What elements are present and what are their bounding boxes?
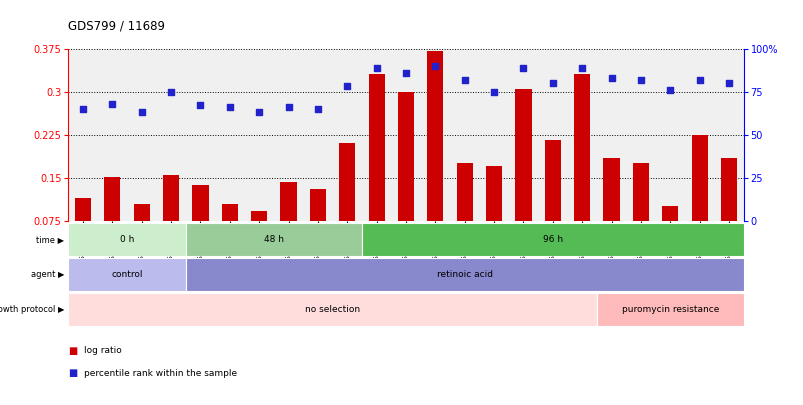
Bar xyxy=(68,223,185,256)
Text: percentile rank within the sample: percentile rank within the sample xyxy=(84,369,237,377)
Text: control: control xyxy=(111,270,143,279)
Bar xyxy=(720,158,736,221)
Point xyxy=(165,88,177,95)
Bar xyxy=(544,141,560,221)
Bar xyxy=(361,223,743,256)
Point xyxy=(369,64,382,71)
Bar xyxy=(68,293,596,326)
Bar xyxy=(515,89,531,221)
Point xyxy=(282,104,295,111)
Bar xyxy=(426,51,443,221)
Point xyxy=(311,106,324,112)
Text: growth protocol ▶: growth protocol ▶ xyxy=(0,305,64,314)
Text: no selection: no selection xyxy=(304,305,360,314)
Text: time ▶: time ▶ xyxy=(36,235,64,244)
Point xyxy=(76,106,89,112)
Bar xyxy=(603,158,619,221)
Point xyxy=(399,70,412,76)
Text: agent ▶: agent ▶ xyxy=(31,270,64,279)
Bar xyxy=(192,185,208,221)
Text: 0 h: 0 h xyxy=(120,235,134,244)
Point xyxy=(252,109,265,115)
Bar xyxy=(133,203,149,221)
Bar xyxy=(662,207,678,221)
Bar xyxy=(104,177,120,221)
Bar xyxy=(339,143,355,221)
Text: 96 h: 96 h xyxy=(542,235,562,244)
Text: GDS799 / 11689: GDS799 / 11689 xyxy=(68,19,165,32)
Bar xyxy=(486,166,502,221)
Point xyxy=(487,88,500,95)
Bar xyxy=(68,258,185,291)
Text: ■: ■ xyxy=(68,368,78,378)
Bar xyxy=(456,163,472,221)
Bar xyxy=(368,75,385,221)
Bar xyxy=(397,92,414,221)
Text: puromycin resistance: puromycin resistance xyxy=(621,305,718,314)
Point xyxy=(516,64,529,71)
Text: ■: ■ xyxy=(68,346,78,356)
Point xyxy=(546,80,559,86)
Point xyxy=(135,109,148,115)
Bar xyxy=(75,198,91,221)
Point xyxy=(575,64,588,71)
Point xyxy=(692,76,705,83)
Bar xyxy=(573,75,589,221)
Point xyxy=(722,80,735,86)
Point xyxy=(458,76,471,83)
Bar xyxy=(163,175,179,221)
Bar xyxy=(691,134,707,221)
Text: 48 h: 48 h xyxy=(263,235,283,244)
Point xyxy=(340,83,353,90)
Point xyxy=(634,76,646,83)
Bar xyxy=(222,203,238,221)
Bar xyxy=(596,293,743,326)
Point xyxy=(106,100,119,107)
Bar xyxy=(632,163,648,221)
Point xyxy=(194,102,206,109)
Point xyxy=(223,104,236,111)
Bar xyxy=(251,211,267,221)
Point xyxy=(429,62,442,69)
Bar xyxy=(185,258,743,291)
Bar xyxy=(309,189,325,221)
Text: retinoic acid: retinoic acid xyxy=(436,270,492,279)
Point xyxy=(663,87,676,93)
Bar xyxy=(185,223,361,256)
Text: log ratio: log ratio xyxy=(84,346,122,355)
Point xyxy=(605,75,618,81)
Bar xyxy=(280,182,296,221)
